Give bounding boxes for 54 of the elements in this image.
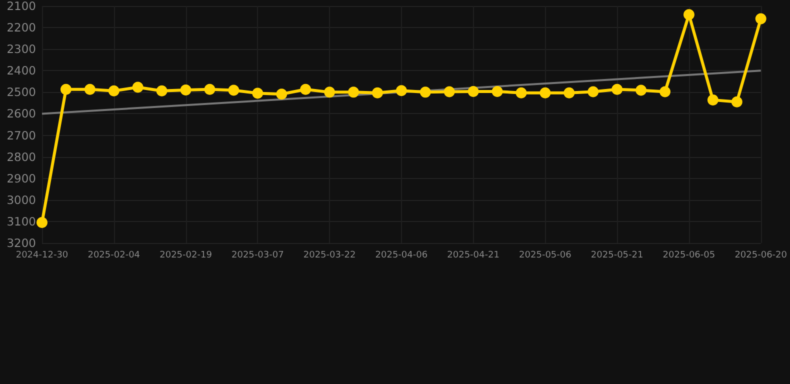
y-tick-label: 2300 (6, 42, 36, 56)
x-tick-label: 2025-02-19 (160, 250, 212, 260)
x-tick-label: 2025-05-21 (590, 250, 644, 260)
x-tick-label: 2025-03-07 (232, 250, 284, 260)
x-tick-label: 2025-03-22 (303, 250, 356, 260)
y-tick-label: 3100 (6, 214, 36, 228)
point (84, 84, 96, 95)
y-tick-label: 2100 (6, 0, 36, 13)
point (396, 85, 407, 96)
point (636, 84, 647, 96)
point (372, 87, 383, 98)
point (468, 86, 479, 98)
point (252, 88, 264, 99)
x-tick-label: 2025-04-21 (447, 250, 500, 260)
y-tick-label: 2600 (6, 106, 36, 121)
x-tick-label: 2025-05-06 (519, 250, 572, 260)
x-tick-label: 2025-06-20 (734, 250, 788, 260)
point (755, 13, 766, 24)
point (731, 96, 742, 108)
point (707, 94, 718, 106)
x-tick-label: 2025-02-04 (88, 250, 140, 260)
point (492, 86, 503, 98)
point (588, 86, 599, 98)
y-tick-label: 2200 (6, 20, 36, 35)
point (180, 84, 192, 96)
point (348, 86, 359, 98)
x-tick-label: 2025-04-06 (375, 250, 428, 260)
point (420, 86, 431, 98)
y-tick-label: 3200 (6, 236, 36, 250)
point (228, 84, 240, 96)
x-tick-label: 2025-06-05 (662, 250, 716, 260)
point (108, 85, 120, 96)
point (324, 86, 336, 98)
point (204, 84, 216, 95)
y-tick-label: 2500 (6, 85, 36, 100)
point (564, 87, 575, 98)
point (300, 84, 312, 95)
y-tick-label: 2400 (6, 64, 36, 78)
point (612, 84, 623, 95)
x-tick-label: 2024-12-30 (16, 250, 68, 260)
y-tick-label: 3000 (6, 192, 36, 207)
point (60, 84, 72, 95)
y-tick-label: 2700 (6, 128, 36, 142)
point (132, 82, 144, 93)
point (516, 87, 527, 98)
point (683, 9, 694, 20)
point (444, 86, 455, 98)
y-tick-label: 2900 (6, 171, 36, 186)
point (276, 88, 288, 100)
point (660, 86, 670, 98)
point (36, 217, 48, 228)
point (156, 85, 168, 96)
point (540, 87, 551, 98)
y-tick-label: 2800 (6, 150, 36, 164)
